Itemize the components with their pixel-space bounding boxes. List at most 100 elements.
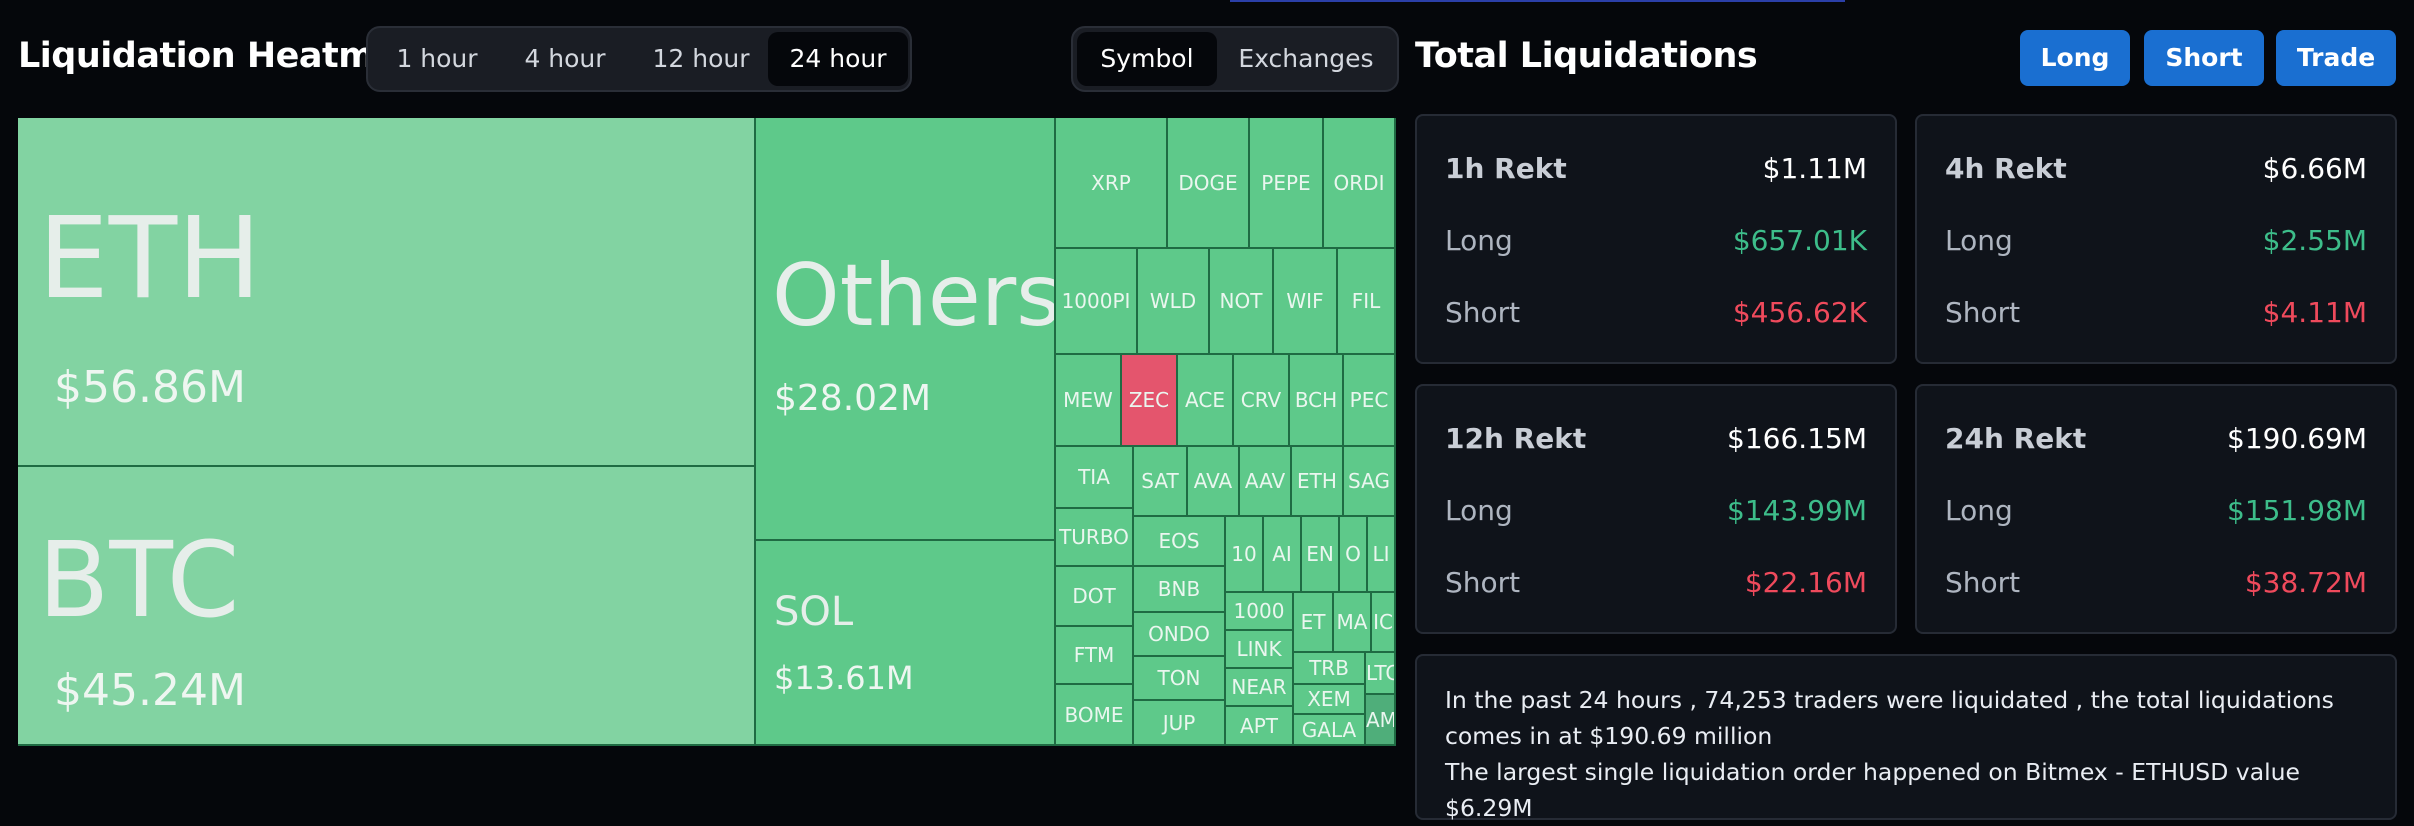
heatmap-cell[interactable]: XRP bbox=[1056, 118, 1168, 249]
rekt-card-1h: 1h Rekt $1.11M Long $657.01K Short $456.62K bbox=[1415, 114, 1897, 364]
heatmap-symbol: XRP bbox=[1091, 170, 1131, 195]
tab-4-hour[interactable]: 4 hour bbox=[524, 44, 606, 73]
long-value: $143.99M bbox=[1727, 494, 1867, 527]
heatmap-cell[interactable]: 10 bbox=[1226, 517, 1264, 593]
heatmap-cell[interactable]: JUP bbox=[1134, 701, 1226, 746]
heatmap-symbol: AI bbox=[1272, 542, 1292, 566]
liquidation-heatmap: ETH $56.86M BTC $45.24M Others $28.02M S… bbox=[18, 118, 1396, 746]
heatmap-symbol: PEC bbox=[1349, 388, 1389, 412]
heatmap-symbol: XEM bbox=[1307, 687, 1351, 711]
tab-exchanges[interactable]: Exchanges bbox=[1238, 44, 1374, 73]
heatmap-cell[interactable]: NEAR bbox=[1226, 669, 1294, 707]
summary-line-2: The largest single liquidation order hap… bbox=[1445, 758, 2300, 822]
heatmap-cell[interactable]: SAT bbox=[1134, 447, 1188, 517]
heatmap-symbol: ORDI bbox=[1333, 170, 1385, 195]
heatmap-cell[interactable]: BOME bbox=[1056, 685, 1134, 746]
heatmap-cell[interactable]: MEW bbox=[1056, 355, 1122, 447]
liquidation-summary: In the past 24 hours , 74,253 traders we… bbox=[1415, 654, 2397, 822]
heatmap-symbol: TON bbox=[1157, 666, 1201, 690]
heatmap-cell[interactable]: LTC bbox=[1366, 653, 1396, 695]
heatmap-cell[interactable]: LINK bbox=[1226, 631, 1294, 669]
heatmap-cell[interactable]: DOGE bbox=[1168, 118, 1250, 249]
tab-12-hour[interactable]: 12 hour bbox=[652, 44, 750, 73]
heatmap-symbol: EOS bbox=[1158, 529, 1200, 553]
heatmap-symbol: DOGE bbox=[1178, 170, 1238, 195]
heatmap-cell[interactable]: ET bbox=[1294, 593, 1334, 653]
heatmap-symbol: LI bbox=[1372, 542, 1390, 566]
heatmap-cell[interactable]: FTM bbox=[1056, 627, 1134, 685]
heatmap-cell[interactable]: 1000 bbox=[1226, 593, 1294, 631]
card-total: $6.66M bbox=[2262, 152, 2367, 185]
heatmap-cell[interactable]: AI bbox=[1264, 517, 1302, 593]
heatmap-symbol: NOT bbox=[1219, 289, 1263, 313]
heatmap-cell[interactable]: AM bbox=[1366, 695, 1396, 746]
heatmap-cell[interactable]: MA bbox=[1334, 593, 1372, 653]
heatmap-cell[interactable]: GALA bbox=[1294, 715, 1366, 746]
long-button[interactable]: Long bbox=[2020, 30, 2130, 86]
heatmap-cell[interactable]: TON bbox=[1134, 657, 1226, 701]
heatmap-cell[interactable]: APT bbox=[1226, 707, 1294, 746]
heatmap-cell[interactable]: WLD bbox=[1138, 249, 1210, 355]
heatmap-cell[interactable]: TURBO bbox=[1056, 509, 1134, 567]
heatmap-symbol: ET bbox=[1300, 610, 1326, 634]
heatmap-cell-btc[interactable]: BTC $45.24M bbox=[18, 467, 756, 746]
short-button[interactable]: Short bbox=[2144, 30, 2264, 86]
tab-24-hour[interactable]: 24 hour bbox=[768, 32, 908, 86]
heatmap-symbol: APT bbox=[1240, 713, 1278, 738]
heatmap-cell[interactable]: PEC bbox=[1344, 355, 1396, 447]
long-value: $151.98M bbox=[2227, 494, 2367, 527]
heatmap-cell[interactable]: 1000PI bbox=[1056, 249, 1138, 355]
heatmap-cell[interactable]: CRV bbox=[1234, 355, 1290, 447]
heatmap-cell[interactable]: AAV bbox=[1240, 447, 1292, 517]
heatmap-cell[interactable]: LI bbox=[1368, 517, 1396, 593]
heatmap-cell[interactable]: EOS bbox=[1134, 517, 1226, 567]
heatmap-symbol: PEPE bbox=[1261, 170, 1311, 195]
heatmap-symbol: AAV bbox=[1244, 469, 1286, 493]
heatmap-cell[interactable]: TIA bbox=[1056, 447, 1134, 509]
heatmap-cell[interactable]: ORDI bbox=[1324, 118, 1396, 249]
heatmap-cell[interactable]: O bbox=[1340, 517, 1368, 593]
tab-1-hour[interactable]: 1 hour bbox=[396, 44, 478, 73]
heatmap-cell[interactable]: BCH bbox=[1290, 355, 1344, 447]
heatmap-cell[interactable]: ONDO bbox=[1134, 613, 1226, 657]
heatmap-cell-sol[interactable]: SOL $13.61M bbox=[756, 541, 1056, 746]
card-label: 4h Rekt bbox=[1945, 152, 2067, 185]
heatmap-cell-eth[interactable]: ETH $56.86M bbox=[18, 118, 756, 467]
short-label: Short bbox=[1445, 566, 1521, 599]
heatmap-cell-others[interactable]: Others $28.02M bbox=[756, 118, 1056, 541]
tab-symbol[interactable]: Symbol bbox=[1077, 32, 1217, 86]
long-value: $657.01K bbox=[1732, 224, 1867, 257]
heatmap-symbol: SAG bbox=[1348, 469, 1390, 493]
heatmap-cell[interactable]: WIF bbox=[1274, 249, 1338, 355]
heatmap-cell[interactable]: IC bbox=[1372, 593, 1396, 653]
card-label: 12h Rekt bbox=[1445, 422, 1587, 455]
heatmap-symbol: O bbox=[1345, 542, 1361, 566]
heatmap-cell[interactable]: SAG bbox=[1344, 447, 1396, 517]
heatmap-symbol: WIF bbox=[1286, 289, 1324, 313]
heatmap-cell[interactable]: XEM bbox=[1294, 685, 1366, 715]
heatmap-cell[interactable]: NOT bbox=[1210, 249, 1274, 355]
trade-button[interactable]: Trade bbox=[2276, 30, 2396, 86]
heatmap-cell[interactable]: AVA bbox=[1188, 447, 1240, 517]
heatmap-symbol: MA bbox=[1336, 610, 1368, 634]
short-value: $4.11M bbox=[2262, 296, 2367, 329]
short-value: $456.62K bbox=[1732, 296, 1867, 329]
heatmap-cell[interactable]: FIL bbox=[1338, 249, 1396, 355]
heatmap-symbol: ETH bbox=[38, 194, 262, 324]
heatmap-symbol: Others bbox=[772, 246, 1056, 346]
heatmap-symbol: GALA bbox=[1301, 717, 1357, 742]
time-range-selector: 1 hour 4 hour 12 hour 24 hour bbox=[366, 26, 912, 92]
heatmap-symbol: IC bbox=[1373, 610, 1393, 634]
heatmap-cell[interactable]: EN bbox=[1302, 517, 1340, 593]
short-label: Short bbox=[1945, 296, 2021, 329]
heatmap-cell[interactable]: PEPE bbox=[1250, 118, 1324, 249]
heatmap-cell[interactable]: ACE bbox=[1178, 355, 1234, 447]
heatmap-cell[interactable]: ETH bbox=[1292, 447, 1344, 517]
heatmap-cell[interactable]: BNB bbox=[1134, 567, 1226, 613]
heatmap-value: $56.86M bbox=[54, 362, 246, 413]
heatmap-cell[interactable]: DOT bbox=[1056, 567, 1134, 627]
heatmap-value: $28.02M bbox=[774, 378, 932, 419]
total-liquidations-title: Total Liquidations bbox=[1415, 36, 1758, 76]
heatmap-cell[interactable]: TRB bbox=[1294, 653, 1366, 685]
heatmap-cell[interactable]: ZEC bbox=[1122, 355, 1178, 447]
